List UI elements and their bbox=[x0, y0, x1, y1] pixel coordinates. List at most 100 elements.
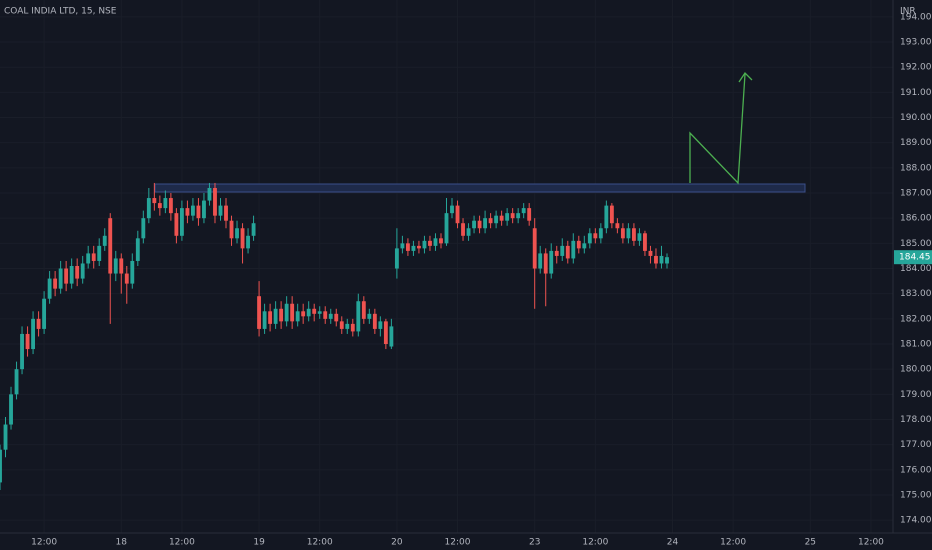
candle-body bbox=[488, 218, 493, 224]
candle-body bbox=[521, 208, 526, 214]
y-tick-label: 190.00 bbox=[900, 113, 932, 123]
candle-body bbox=[516, 213, 521, 219]
y-tick-label: 191.00 bbox=[900, 88, 932, 98]
candle-body bbox=[295, 311, 300, 322]
candle-body bbox=[444, 213, 449, 244]
candles bbox=[0, 182, 669, 490]
candle-body bbox=[417, 245, 421, 249]
x-tick-label: 12:00 bbox=[307, 538, 333, 548]
candle-body bbox=[0, 449, 2, 483]
candle-body bbox=[499, 215, 504, 221]
candle-body bbox=[31, 318, 36, 350]
candle-body bbox=[163, 198, 168, 209]
candle-body bbox=[229, 220, 234, 239]
y-tick-label: 177.00 bbox=[900, 440, 932, 450]
candle-body bbox=[135, 238, 140, 261]
candle-body bbox=[631, 228, 636, 241]
candle-body bbox=[113, 258, 118, 274]
y-tick-label: 193.00 bbox=[900, 38, 932, 48]
currency: INR bbox=[900, 7, 916, 17]
candle-body bbox=[394, 248, 399, 269]
y-tick-label: 180.00 bbox=[900, 365, 932, 375]
candle-body bbox=[405, 243, 410, 251]
candle-body bbox=[108, 218, 113, 274]
candle-body bbox=[615, 223, 620, 229]
y-tick-label: 185.00 bbox=[900, 239, 932, 249]
candle-body bbox=[306, 308, 311, 317]
candle-body bbox=[576, 240, 581, 249]
candle-body bbox=[455, 205, 460, 224]
candle-body bbox=[124, 273, 129, 284]
candle-body bbox=[69, 265, 74, 284]
candle-body bbox=[312, 308, 317, 314]
y-tick-label: 183.00 bbox=[900, 289, 932, 299]
candle-body bbox=[202, 200, 206, 219]
candle-body bbox=[102, 235, 107, 246]
candle-body bbox=[571, 240, 576, 259]
candle-body bbox=[47, 278, 52, 299]
x-tick-label: 12:00 bbox=[169, 538, 195, 548]
candle-body bbox=[246, 235, 250, 249]
candle-body bbox=[157, 203, 162, 209]
candle-body bbox=[620, 228, 625, 239]
candle-body bbox=[582, 243, 587, 249]
candle-body bbox=[168, 198, 173, 214]
last-price-tag bbox=[894, 250, 932, 265]
candle-body bbox=[152, 198, 157, 204]
y-tick-label: 188.00 bbox=[900, 163, 932, 173]
candle-body bbox=[626, 228, 631, 239]
y-tick-label: 182.00 bbox=[900, 314, 932, 324]
y-tick-label: 176.00 bbox=[900, 465, 932, 475]
candle-body bbox=[356, 301, 361, 332]
candle-body bbox=[262, 311, 267, 329]
candle-body bbox=[257, 296, 262, 329]
y-tick-label: 181.00 bbox=[900, 340, 932, 350]
candle-body bbox=[328, 313, 333, 319]
candle-body bbox=[130, 260, 135, 284]
candle-body bbox=[466, 228, 471, 236]
candle-body bbox=[643, 233, 647, 251]
y-tick-label: 194.00 bbox=[900, 12, 932, 22]
candle-body bbox=[191, 205, 195, 216]
candle-body bbox=[428, 240, 432, 246]
candle-body bbox=[450, 205, 454, 214]
candle-body bbox=[565, 245, 570, 259]
candle-body bbox=[532, 228, 537, 269]
candle-body bbox=[213, 187, 217, 216]
candle-body bbox=[598, 228, 603, 239]
candle-body bbox=[659, 255, 664, 264]
candle-body bbox=[549, 250, 554, 274]
x-tick-label: 25 bbox=[805, 538, 816, 548]
candle-body bbox=[75, 265, 80, 279]
candle-body bbox=[494, 215, 499, 224]
candle-body bbox=[334, 313, 339, 322]
candle-body bbox=[53, 278, 58, 289]
candle-body bbox=[240, 228, 245, 249]
y-tick-label: 189.00 bbox=[900, 138, 932, 148]
candle-body bbox=[20, 333, 24, 370]
candle-body bbox=[339, 321, 344, 329]
candle-body bbox=[174, 213, 179, 236]
candle-body bbox=[648, 250, 653, 256]
candle-body bbox=[609, 205, 614, 224]
y-tick-label: 174.00 bbox=[900, 516, 932, 526]
candle-body bbox=[433, 238, 438, 246]
candle-body bbox=[483, 218, 488, 229]
candle-body bbox=[224, 205, 228, 221]
x-tick-label: 19 bbox=[253, 538, 265, 548]
candle-body bbox=[472, 220, 476, 229]
candle-body bbox=[439, 238, 443, 244]
candle-body bbox=[284, 303, 289, 322]
candle-body bbox=[36, 318, 41, 329]
candle-body bbox=[268, 311, 273, 324]
candle-body bbox=[9, 394, 13, 425]
candle-body bbox=[86, 253, 91, 264]
candle-body bbox=[251, 223, 256, 236]
candle-body bbox=[505, 213, 510, 221]
y-tick-label: 179.00 bbox=[900, 390, 932, 400]
candle-body bbox=[422, 240, 427, 249]
x-tick-label: 18 bbox=[116, 538, 128, 548]
y-tick-label: 186.00 bbox=[900, 214, 932, 224]
candle-body bbox=[378, 321, 383, 329]
